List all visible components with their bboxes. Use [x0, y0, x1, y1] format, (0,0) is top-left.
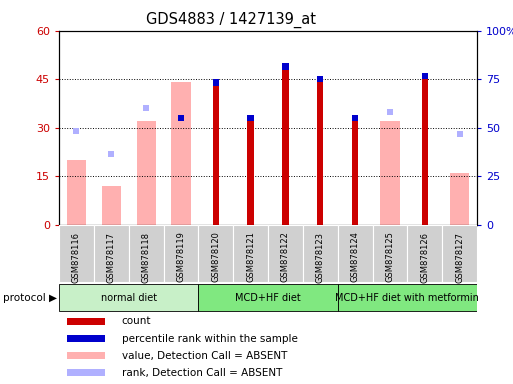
Text: MCD+HF diet: MCD+HF diet	[235, 293, 301, 303]
Text: GSM878127: GSM878127	[455, 232, 464, 283]
Bar	[94, 225, 129, 282]
Text: GSM878118: GSM878118	[142, 232, 151, 283]
Text: GSM878116: GSM878116	[72, 232, 81, 283]
Bar	[317, 76, 323, 83]
Text: normal diet: normal diet	[101, 293, 157, 303]
Bar	[247, 115, 254, 225]
Text: value, Detection Call = ABSENT: value, Detection Call = ABSENT	[122, 351, 287, 361]
Bar	[282, 63, 289, 70]
Bar	[247, 115, 254, 121]
Bar	[178, 115, 184, 121]
Bar	[352, 115, 358, 225]
Bar	[213, 79, 219, 225]
Text: GSM878122: GSM878122	[281, 232, 290, 282]
Bar	[338, 284, 477, 311]
Bar	[199, 225, 233, 282]
Text: protocol ▶: protocol ▶	[3, 293, 56, 303]
Bar	[303, 225, 338, 282]
Bar	[442, 225, 477, 282]
Text: GSM878121: GSM878121	[246, 232, 255, 282]
Bar	[381, 121, 400, 225]
Text: GSM878125: GSM878125	[385, 232, 394, 282]
Bar	[171, 83, 190, 225]
Bar	[102, 186, 121, 225]
Bar	[199, 284, 338, 311]
Bar	[67, 318, 105, 325]
Bar	[338, 225, 372, 282]
Bar	[67, 369, 105, 376]
Bar	[67, 160, 86, 225]
Bar	[422, 73, 428, 79]
Text: count: count	[122, 316, 151, 326]
Text: MCD+HF diet with metformin: MCD+HF diet with metformin	[336, 293, 479, 303]
Text: GSM878126: GSM878126	[420, 232, 429, 283]
Text: GSM878124: GSM878124	[351, 232, 360, 282]
Bar	[372, 225, 407, 282]
Bar	[233, 225, 268, 282]
Bar	[422, 73, 428, 225]
Bar	[67, 353, 105, 359]
Text: GSM878117: GSM878117	[107, 232, 116, 283]
Bar	[317, 76, 323, 225]
Bar	[268, 225, 303, 282]
Bar	[59, 225, 94, 282]
Text: GSM878119: GSM878119	[176, 232, 185, 282]
Bar	[129, 225, 164, 282]
Text: GDS4883 / 1427139_at: GDS4883 / 1427139_at	[146, 12, 316, 28]
Bar	[59, 284, 199, 311]
Text: GSM878123: GSM878123	[316, 232, 325, 283]
Bar	[67, 335, 105, 342]
Bar	[136, 121, 155, 225]
Bar	[407, 225, 442, 282]
Bar	[164, 225, 199, 282]
Bar	[282, 63, 289, 225]
Bar	[213, 79, 219, 86]
Bar	[352, 115, 358, 121]
Text: GSM878120: GSM878120	[211, 232, 220, 282]
Text: percentile rank within the sample: percentile rank within the sample	[122, 334, 298, 344]
Text: rank, Detection Call = ABSENT: rank, Detection Call = ABSENT	[122, 367, 282, 377]
Bar	[450, 173, 469, 225]
